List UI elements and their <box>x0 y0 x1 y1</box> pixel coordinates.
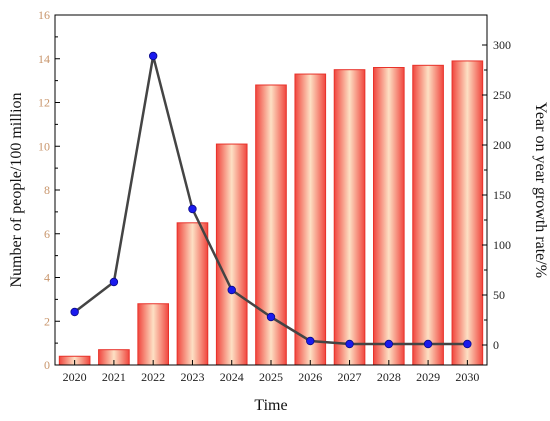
growth-point-2027 <box>345 339 354 349</box>
y2-tick-label: 100 <box>493 238 511 252</box>
y-tick-label: 10 <box>38 139 50 153</box>
y2-tick-label: 200 <box>493 138 511 152</box>
y2-tick-label: 50 <box>493 288 505 302</box>
bar-2029 <box>412 64 444 366</box>
growth-point-2029 <box>423 339 433 349</box>
y2-tick-label: 300 <box>493 38 511 52</box>
bar-2028 <box>373 67 405 366</box>
y2-axis-title: Year on year growth rate/% <box>532 102 549 278</box>
y2-tick-label: 150 <box>493 188 511 202</box>
x-tick-label: 2021 <box>102 370 126 384</box>
y-tick-label: 2 <box>44 314 50 328</box>
y-tick-label: 12 <box>38 96 50 110</box>
bar-2023 <box>176 222 209 366</box>
bar-series <box>58 60 484 366</box>
x-tick-label: 2024 <box>220 370 244 384</box>
x-tick-label: 2029 <box>416 370 440 384</box>
y-tick-label: 8 <box>44 183 50 197</box>
growth-point-2028 <box>384 339 394 349</box>
y2-tick-label: 0 <box>493 338 499 352</box>
x-tick-label: 2022 <box>141 370 165 384</box>
axes: 0 2 4 6 8 10 12 14 16 0 50 100 150 200 250 300 2020 2021 2… <box>38 8 511 384</box>
x-tick-label: 2026 <box>298 370 322 384</box>
growth-point-2021 <box>109 277 119 287</box>
y-tick-label: 4 <box>44 271 50 285</box>
growth-point-2022 <box>148 51 158 61</box>
y-tick-label: 14 <box>38 52 50 66</box>
bar-2024 <box>215 143 248 366</box>
x-tick-label: 2030 <box>455 370 479 384</box>
x-axis-title: Time <box>254 397 287 414</box>
y-tick-label: 6 <box>44 227 50 241</box>
growth-point-2030 <box>463 339 472 349</box>
x-tick-label: 2020 <box>63 370 87 384</box>
growth-point-2023 <box>188 204 197 214</box>
growth-point-2024 <box>227 285 236 295</box>
y-axis-title: Number of people/100 million <box>8 92 25 287</box>
bar-2022 <box>137 303 169 366</box>
growth-point-2025 <box>266 312 276 322</box>
x-tick-label: 2025 <box>259 370 283 384</box>
y-tick-label: 0 <box>44 358 50 372</box>
growth-point-2020 <box>70 307 79 317</box>
x-tick-label: 2028 <box>377 370 401 384</box>
bar-2030 <box>451 60 484 366</box>
bar-2027 <box>333 69 366 366</box>
y-tick-label: 16 <box>38 8 50 22</box>
y2-tick-label: 250 <box>493 88 511 102</box>
growth-line-series <box>70 51 472 349</box>
growth-point-2026 <box>306 336 315 346</box>
bar-2026 <box>294 73 327 366</box>
x-tick-label: 2023 <box>180 370 204 384</box>
x-tick-label: 2027 <box>338 370 362 384</box>
